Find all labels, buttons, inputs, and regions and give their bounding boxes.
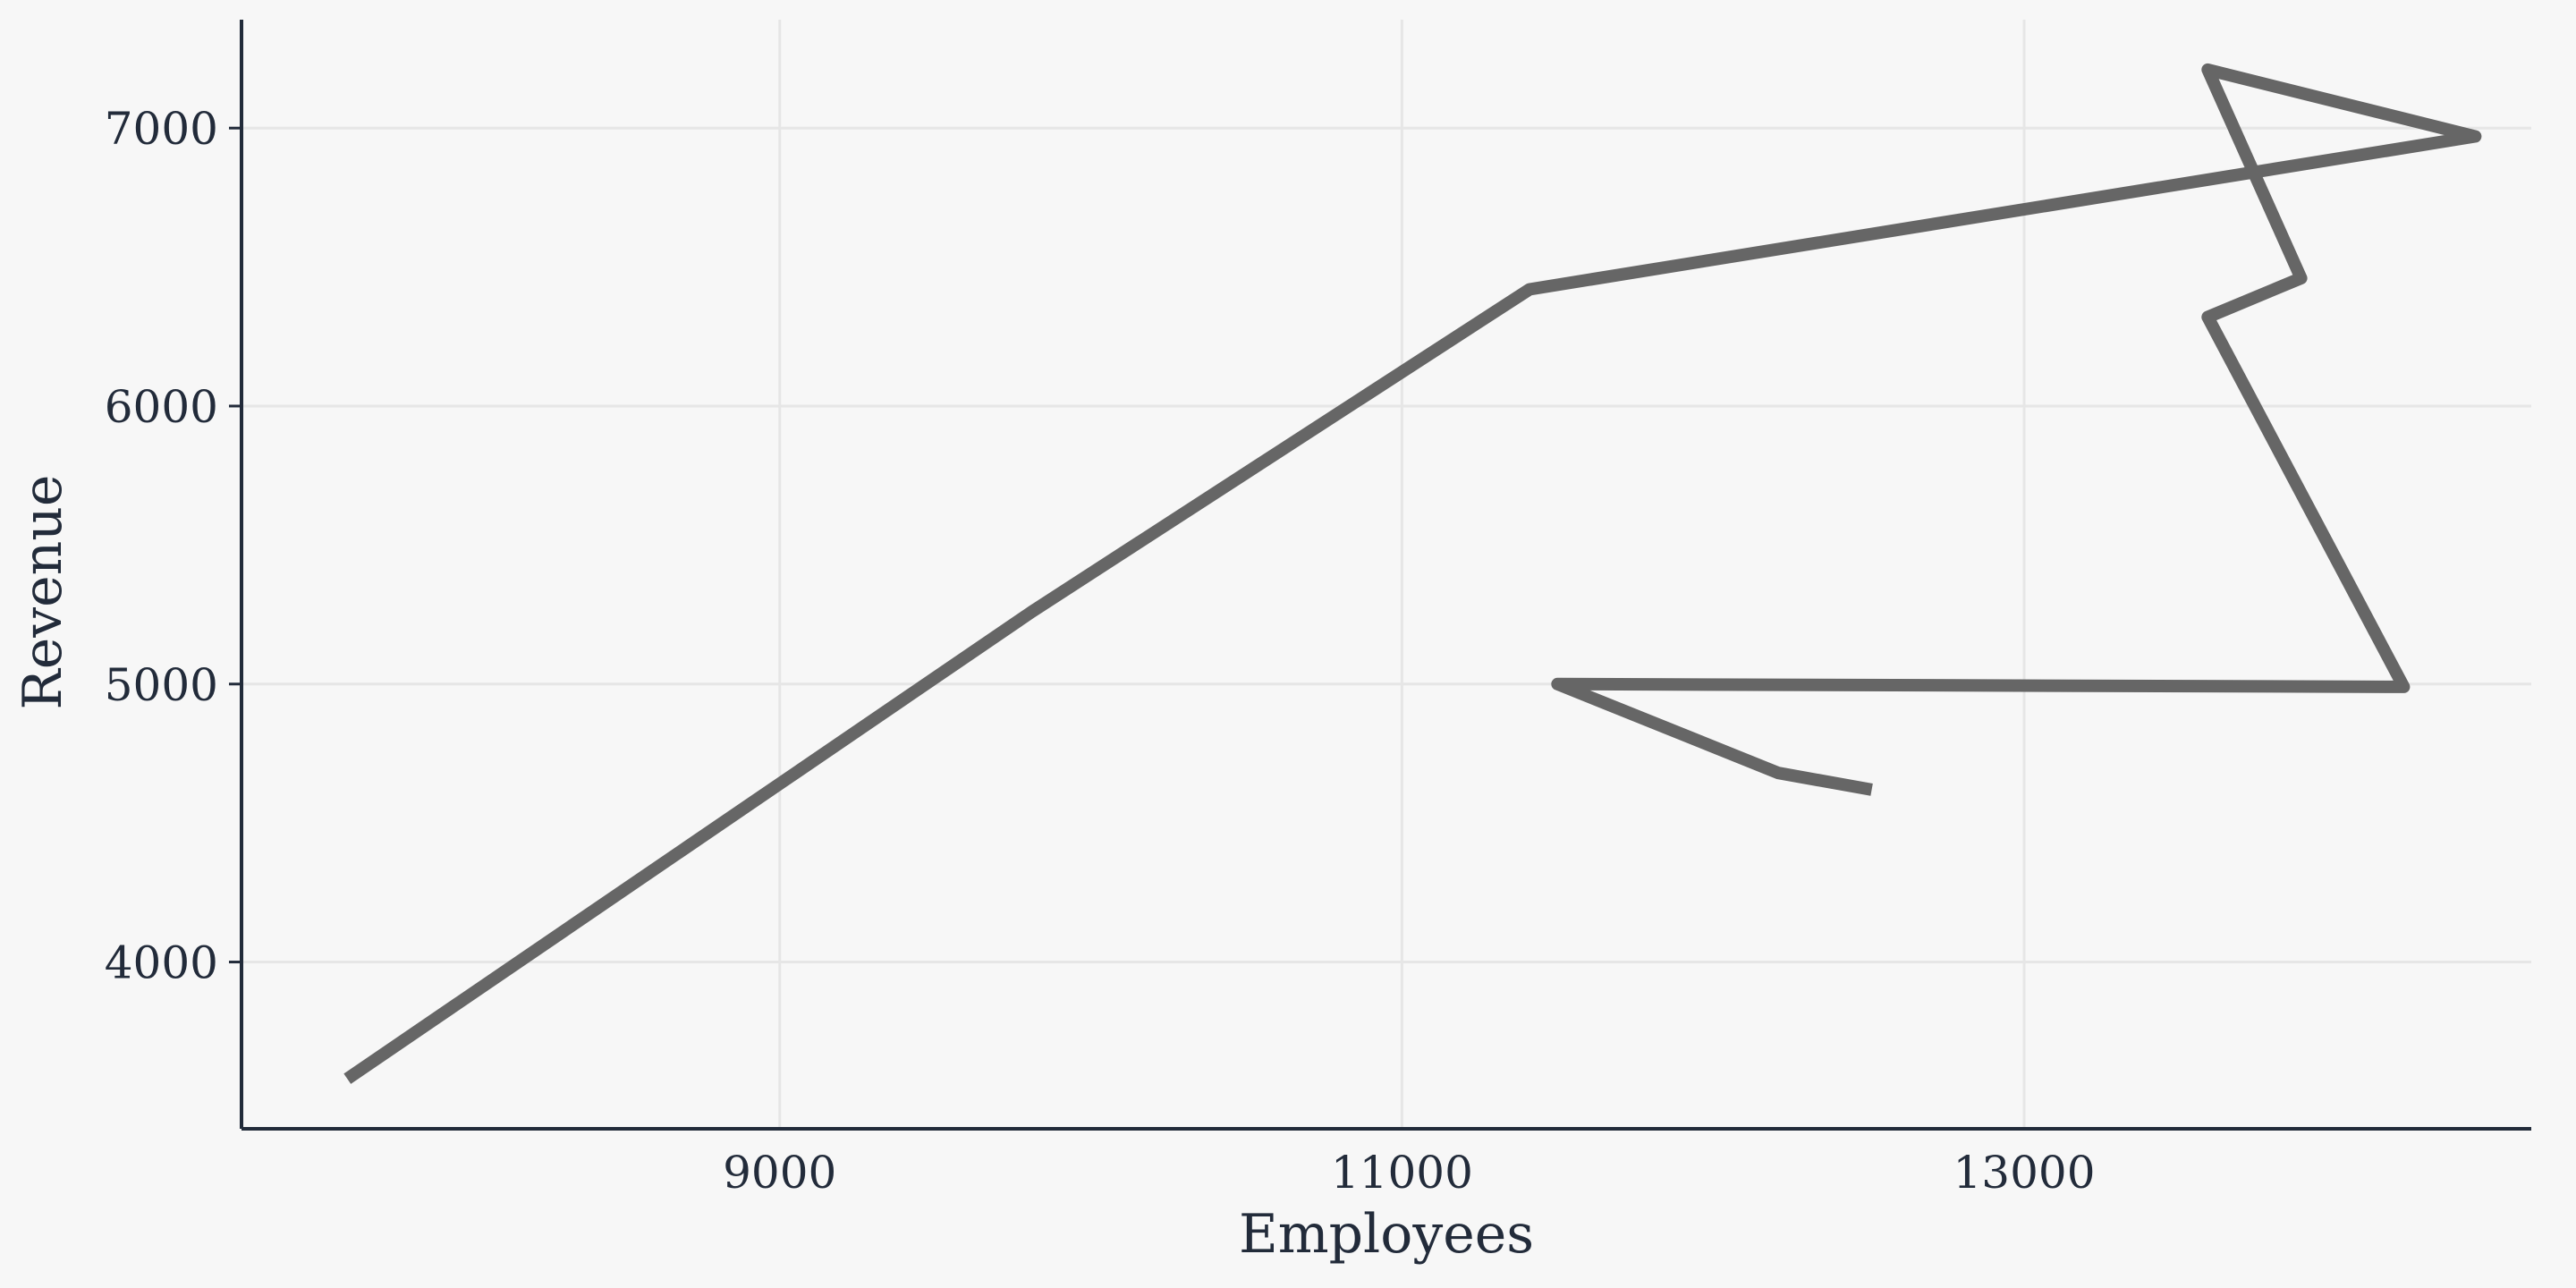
series (343, 63, 2482, 1084)
x-tick-label: 11000 (1331, 1147, 1473, 1199)
x-tick-label: 9000 (723, 1147, 836, 1199)
tick-labels: 9000 11000 13000 4000 5000 6000 7000 (105, 103, 2096, 1199)
x-axis-title: Employees (1239, 1203, 1534, 1266)
y-tick-label: 4000 (105, 937, 218, 989)
axes (240, 20, 2531, 1131)
series-line (343, 63, 2482, 1084)
x-tick-label: 13000 (1953, 1147, 2096, 1199)
y-tick-label: 5000 (105, 659, 218, 711)
y-tick-label: 6000 (105, 381, 218, 433)
y-axis-title: Revenue (12, 475, 74, 710)
y-tick-label: 7000 (105, 103, 218, 155)
